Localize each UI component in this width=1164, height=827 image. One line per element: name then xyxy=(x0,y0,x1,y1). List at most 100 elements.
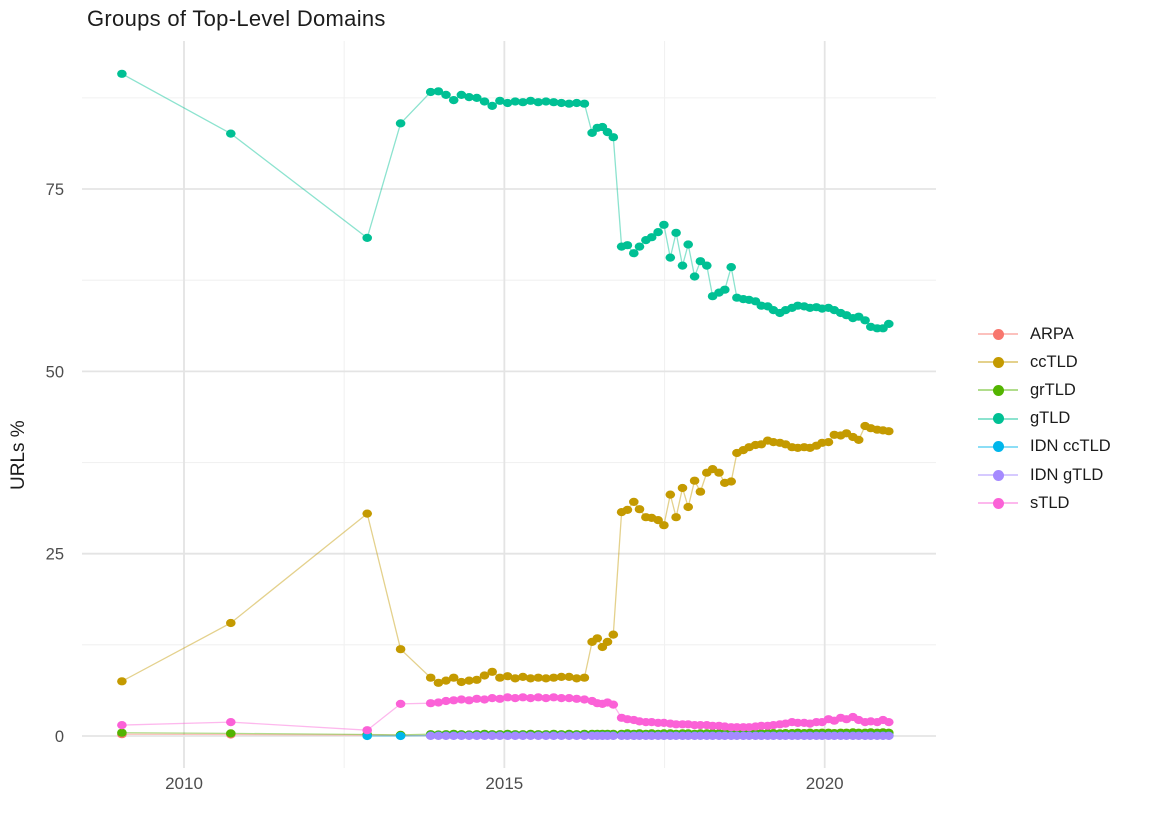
data-point xyxy=(665,253,676,262)
data-point xyxy=(448,96,459,105)
data-point xyxy=(502,731,513,741)
x-tick-label: 2015 xyxy=(485,774,523,793)
data-point xyxy=(117,728,127,737)
data-point xyxy=(556,98,567,108)
data-point xyxy=(464,731,474,741)
data-point xyxy=(395,645,406,654)
y-tick-label: 0 xyxy=(55,728,64,746)
data-point xyxy=(564,99,574,108)
gridlines xyxy=(82,41,936,768)
data-point xyxy=(425,87,436,97)
y-tick-label: 25 xyxy=(46,546,64,564)
data-point xyxy=(860,316,870,325)
data-point xyxy=(495,673,505,682)
data-point xyxy=(502,693,513,702)
data-point xyxy=(579,731,590,741)
legend-label: grTLD xyxy=(1030,380,1076,399)
data-point xyxy=(456,731,467,741)
series-stld xyxy=(117,693,894,735)
data-point xyxy=(689,272,700,281)
data-point xyxy=(487,101,498,110)
data-point xyxy=(464,696,474,705)
data-point xyxy=(117,721,127,730)
data-point xyxy=(592,634,603,643)
data-point xyxy=(448,731,459,741)
data-point xyxy=(510,674,520,683)
legend-key-icon xyxy=(978,383,1018,397)
data-point xyxy=(671,228,681,237)
legend-label: sTLD xyxy=(1030,493,1070,512)
data-point xyxy=(533,98,544,107)
data-point xyxy=(884,319,894,328)
y-tick-label: 75 xyxy=(46,181,64,199)
legend-key-icon xyxy=(978,327,1018,341)
data-point xyxy=(472,694,482,703)
data-point xyxy=(362,726,373,735)
data-point xyxy=(525,694,536,703)
series-idn-gtld xyxy=(425,731,894,741)
series-cctld xyxy=(117,421,894,687)
data-point xyxy=(456,677,467,687)
data-point xyxy=(533,673,544,682)
data-point xyxy=(556,731,567,741)
data-point xyxy=(564,672,574,682)
legend-item-idn-cctld: IDN ccTLD xyxy=(978,433,1111,461)
data-point xyxy=(853,435,864,444)
data-point xyxy=(472,731,482,741)
series-line-gtld xyxy=(121,73,890,329)
legend-key-icon xyxy=(978,468,1018,482)
data-point xyxy=(602,637,613,647)
data-point xyxy=(884,427,894,436)
legend-label: IDN gTLD xyxy=(1030,465,1104,484)
data-point xyxy=(448,673,459,682)
data-point xyxy=(556,672,567,682)
data-point xyxy=(677,483,688,493)
data-point xyxy=(608,133,619,142)
series-gtld xyxy=(117,69,894,333)
legend-label: ARPA xyxy=(1030,324,1074,343)
data-point xyxy=(659,220,669,229)
data-point xyxy=(433,731,444,741)
data-point xyxy=(395,731,406,741)
data-point xyxy=(634,505,645,514)
data-point xyxy=(433,678,444,687)
x-tick-label: 2010 xyxy=(165,774,203,793)
data-point xyxy=(487,694,498,703)
data-point xyxy=(541,97,551,106)
data-point xyxy=(117,677,127,686)
data-point xyxy=(541,731,551,741)
data-point xyxy=(571,694,582,703)
data-point xyxy=(441,696,451,706)
data-point xyxy=(720,285,730,294)
data-point xyxy=(571,674,582,683)
axis-tick-labels: 0 25 50 75 2010 2015 2020 xyxy=(46,181,844,793)
data-point xyxy=(502,672,513,681)
legend-label: gTLD xyxy=(1030,409,1071,428)
data-point xyxy=(226,618,236,628)
data-point xyxy=(510,97,520,106)
data-point xyxy=(548,98,559,107)
legend-label: ccTLD xyxy=(1030,352,1078,371)
data-point xyxy=(472,675,482,684)
data-point xyxy=(548,731,559,741)
data-point xyxy=(629,497,639,506)
data-point xyxy=(695,487,706,496)
data-point xyxy=(479,671,490,680)
data-point xyxy=(495,96,505,105)
data-point xyxy=(602,128,613,137)
data-point xyxy=(510,694,520,703)
data-point xyxy=(683,502,693,512)
data-point xyxy=(556,694,567,703)
data-point xyxy=(608,700,619,709)
legend-label: IDN ccTLD xyxy=(1030,437,1111,456)
legend-key-icon xyxy=(978,355,1018,369)
data-point xyxy=(622,241,633,250)
data-point xyxy=(456,90,467,99)
data-point xyxy=(226,729,236,738)
data-point xyxy=(726,477,736,486)
data-point xyxy=(629,249,639,258)
legend-item-arpa: ARPA xyxy=(978,320,1111,348)
y-tick-label: 50 xyxy=(46,363,64,381)
data-point xyxy=(479,731,490,741)
